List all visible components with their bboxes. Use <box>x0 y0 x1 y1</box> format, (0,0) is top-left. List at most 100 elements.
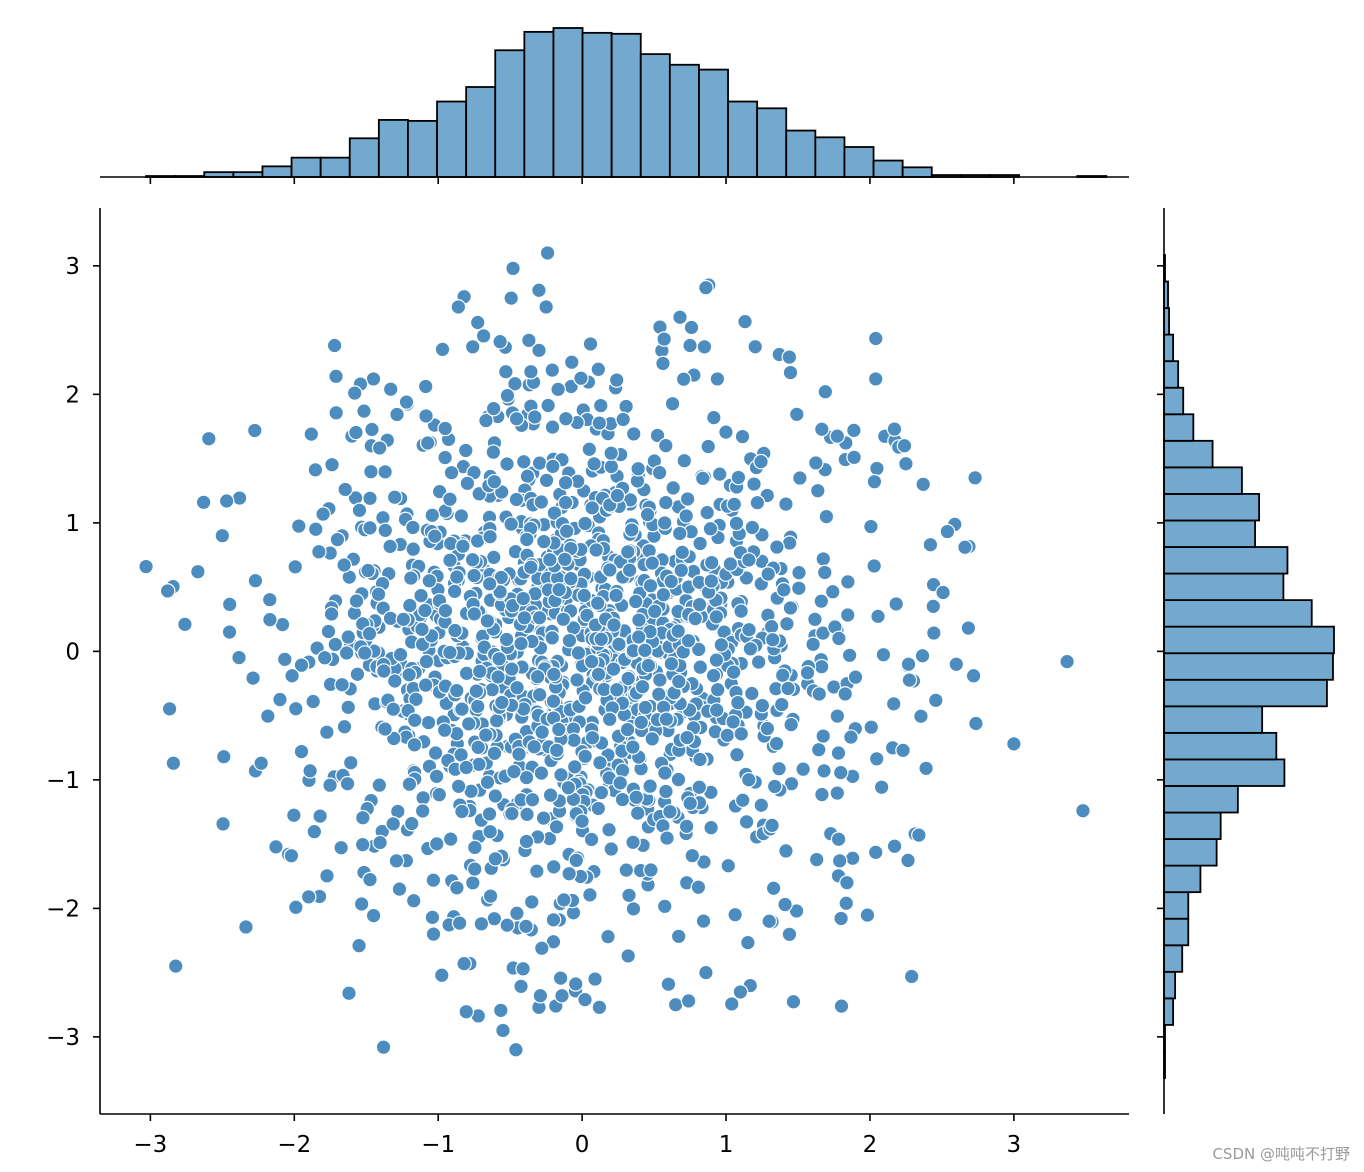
scatter-point <box>870 608 886 625</box>
scatter-point <box>221 624 238 640</box>
scatter-point <box>866 558 882 574</box>
scatter-point <box>563 570 579 587</box>
scatter-point <box>546 666 562 683</box>
y-tick-label: −2 <box>46 896 80 922</box>
scatter-point <box>327 636 344 653</box>
scatter-point <box>518 918 534 935</box>
scatter-point <box>603 841 620 857</box>
scatter-point <box>750 654 767 670</box>
scatter-point <box>488 712 505 729</box>
scatter-point <box>885 696 902 712</box>
scatter-point <box>705 667 722 684</box>
scatter-point <box>362 490 378 507</box>
scatter-point <box>401 776 418 792</box>
scatter-point <box>469 698 486 715</box>
scatter-point <box>165 755 182 771</box>
scatter-point <box>311 543 327 560</box>
scatter-point <box>732 984 749 1000</box>
scatter-point <box>545 933 562 950</box>
histogram-bar <box>261 165 293 178</box>
scatter-point <box>538 472 555 489</box>
scatter-point <box>789 406 805 423</box>
scatter-point <box>778 843 794 859</box>
scatter-point <box>680 632 697 649</box>
marginal-x-histogram <box>145 27 1108 178</box>
scatter-point <box>377 522 394 539</box>
scatter-point <box>261 591 278 608</box>
scatter-point <box>708 652 725 668</box>
scatter-point <box>493 1002 509 1019</box>
scatter-point <box>377 721 393 737</box>
scatter-point <box>293 657 310 673</box>
scatter-point <box>709 681 726 698</box>
histogram-bar <box>1163 572 1285 602</box>
histogram-bar <box>843 146 875 178</box>
histogram-bar <box>1163 678 1328 708</box>
scatter-point <box>753 453 769 470</box>
scatter-point <box>372 834 388 851</box>
scatter-point <box>375 509 391 526</box>
scatter-point <box>382 381 399 397</box>
scatter-point <box>718 424 734 440</box>
scatter-point <box>734 792 751 809</box>
scatter-point <box>449 880 465 896</box>
scatter-point <box>782 600 799 616</box>
scatter-point <box>388 853 405 869</box>
histogram-bar <box>1163 652 1334 681</box>
scatter-point <box>682 795 699 812</box>
scatter-point <box>628 789 645 806</box>
scatter-point <box>371 777 388 793</box>
scatter-point <box>590 666 607 683</box>
histogram-bar <box>1163 917 1190 947</box>
scatter-point <box>744 519 761 536</box>
scatter-point <box>167 958 184 974</box>
scatter-point <box>601 821 617 838</box>
scatter-point <box>354 836 371 853</box>
scatter-point <box>287 559 304 575</box>
scatter-point <box>723 996 740 1012</box>
scatter-point <box>499 456 515 472</box>
histogram-bar <box>348 137 380 178</box>
scatter-point <box>708 609 725 625</box>
scatter-point <box>370 586 387 603</box>
histogram-bar <box>1163 413 1195 442</box>
scatter-point <box>898 455 914 472</box>
scatter-point <box>253 755 269 771</box>
scatter-point <box>799 665 816 681</box>
scatter-point <box>363 463 379 480</box>
scatter-point <box>670 928 687 945</box>
scatter-point <box>927 692 944 709</box>
scatter-point <box>639 506 656 523</box>
scatter-point <box>591 999 608 1016</box>
scatter-point <box>868 750 885 767</box>
scatter-point <box>552 970 569 986</box>
scatter-point <box>749 494 766 511</box>
scatter-point <box>425 926 442 942</box>
scatter-point <box>336 718 353 735</box>
scatter-point <box>471 756 487 773</box>
scatter-point <box>540 397 556 414</box>
histogram-bar <box>1163 705 1264 734</box>
scatter-point <box>621 562 638 579</box>
scatter-point <box>592 754 608 771</box>
scatter-point <box>385 815 401 832</box>
histogram-bar <box>436 100 468 178</box>
scatter-point <box>676 452 693 469</box>
histogram-bar <box>1163 785 1239 814</box>
scatter-point <box>487 788 504 804</box>
y-tick-label: 0 <box>65 639 80 665</box>
scatter-point <box>284 667 300 684</box>
scatter-point <box>481 806 498 822</box>
scatter-point <box>418 408 434 424</box>
scatter-point <box>603 458 620 475</box>
histogram-bar <box>377 119 409 178</box>
histogram-bar <box>639 53 671 178</box>
histogram-bar <box>1163 333 1175 363</box>
scatter-point <box>573 370 589 387</box>
scatter-point <box>551 581 567 598</box>
scatter-point <box>516 609 533 626</box>
x-tick-label: 0 <box>575 1132 590 1158</box>
scatter-point <box>719 727 736 744</box>
scatter-point <box>968 715 984 732</box>
scatter-point <box>824 583 841 600</box>
